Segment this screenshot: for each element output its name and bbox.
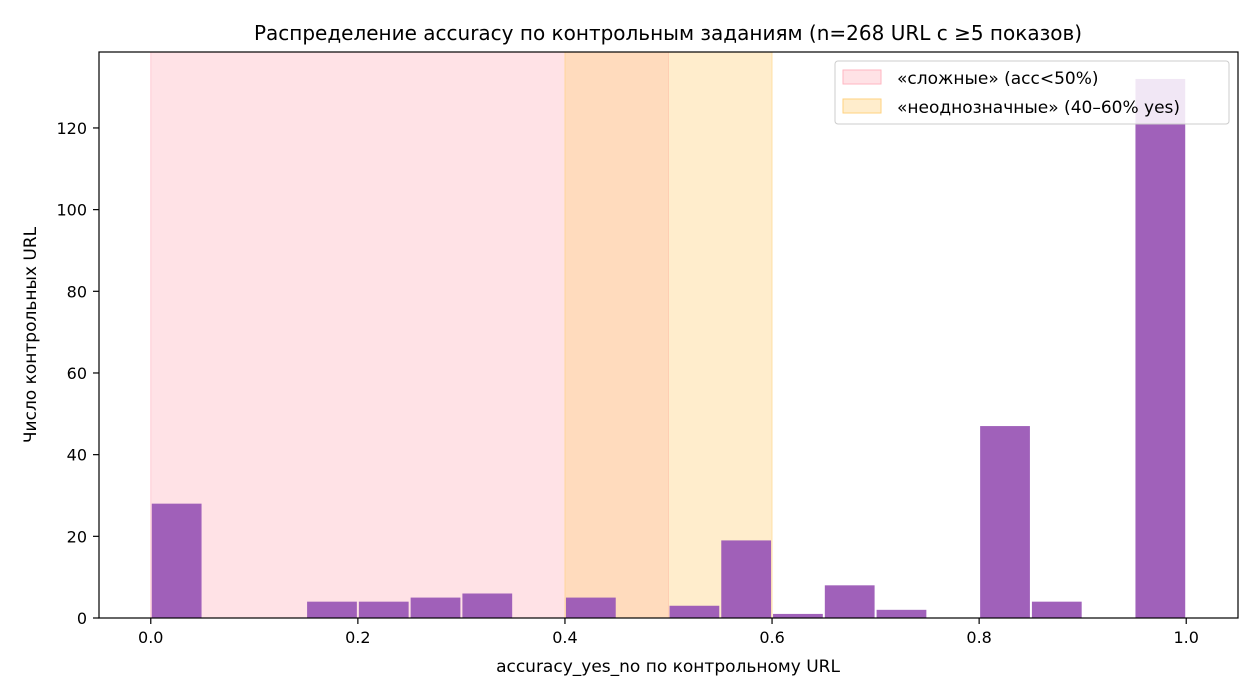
histogram-bar	[980, 426, 1030, 618]
legend-swatch-hard	[842, 69, 882, 85]
y-tick-label: 40	[67, 446, 87, 465]
y-axis-ticks: 0 20 40 60 80 100 120	[56, 119, 99, 628]
histogram-bar	[565, 597, 616, 618]
histogram-bar	[1031, 601, 1082, 618]
chart-title: Распределение accuracy по контрольным за…	[254, 21, 1082, 45]
y-axis-label: Число контрольных URL	[21, 226, 41, 443]
y-tick-label: 120	[56, 119, 87, 138]
band-hard	[150, 51, 670, 619]
legend-label-ambiguous: «неоднозначные» (40–60% yes)	[897, 98, 1180, 118]
histogram-bar	[721, 540, 772, 618]
legend-swatch-ambiguous	[842, 98, 882, 114]
legend-box	[834, 60, 1230, 125]
y-tick-label: 60	[67, 364, 87, 383]
x-tick-label: 0.2	[345, 628, 370, 647]
plot-frame	[98, 51, 1239, 619]
histogram-bar	[151, 503, 202, 618]
x-tick-label: 0.6	[759, 628, 784, 647]
histogram-bar	[307, 601, 357, 618]
histogram-bar	[876, 609, 927, 618]
x-tick-label: 0.8	[966, 628, 991, 647]
y-tick-label: 100	[56, 201, 87, 220]
histogram-bar	[410, 597, 461, 618]
histogram-bars	[151, 78, 1186, 618]
histogram-bar	[462, 593, 513, 618]
y-tick-label: 0	[77, 609, 87, 628]
histogram-bar	[669, 605, 720, 618]
histogram-bar	[358, 601, 409, 618]
y-tick-label: 80	[67, 282, 87, 301]
band-ambiguous	[564, 51, 773, 619]
highlight-bands	[150, 51, 773, 619]
legend: «сложные» (acc<50%) «неоднозначные» (40–…	[834, 60, 1230, 125]
histogram-bar	[773, 613, 823, 618]
histogram-bar	[1135, 78, 1186, 618]
y-tick-label: 20	[67, 527, 87, 546]
histogram-bar	[824, 585, 875, 618]
legend-label-hard: «сложные» (acc<50%)	[897, 69, 1099, 89]
x-tick-label: 1.0	[1174, 628, 1199, 647]
x-axis-label: accuracy_yes_no по контрольному URL	[496, 657, 840, 677]
x-axis-ticks: 0.0 0.2 0.4 0.6 0.8 1.0	[138, 618, 1199, 647]
x-tick-label: 0.4	[552, 628, 577, 647]
x-tick-label: 0.0	[138, 628, 163, 647]
